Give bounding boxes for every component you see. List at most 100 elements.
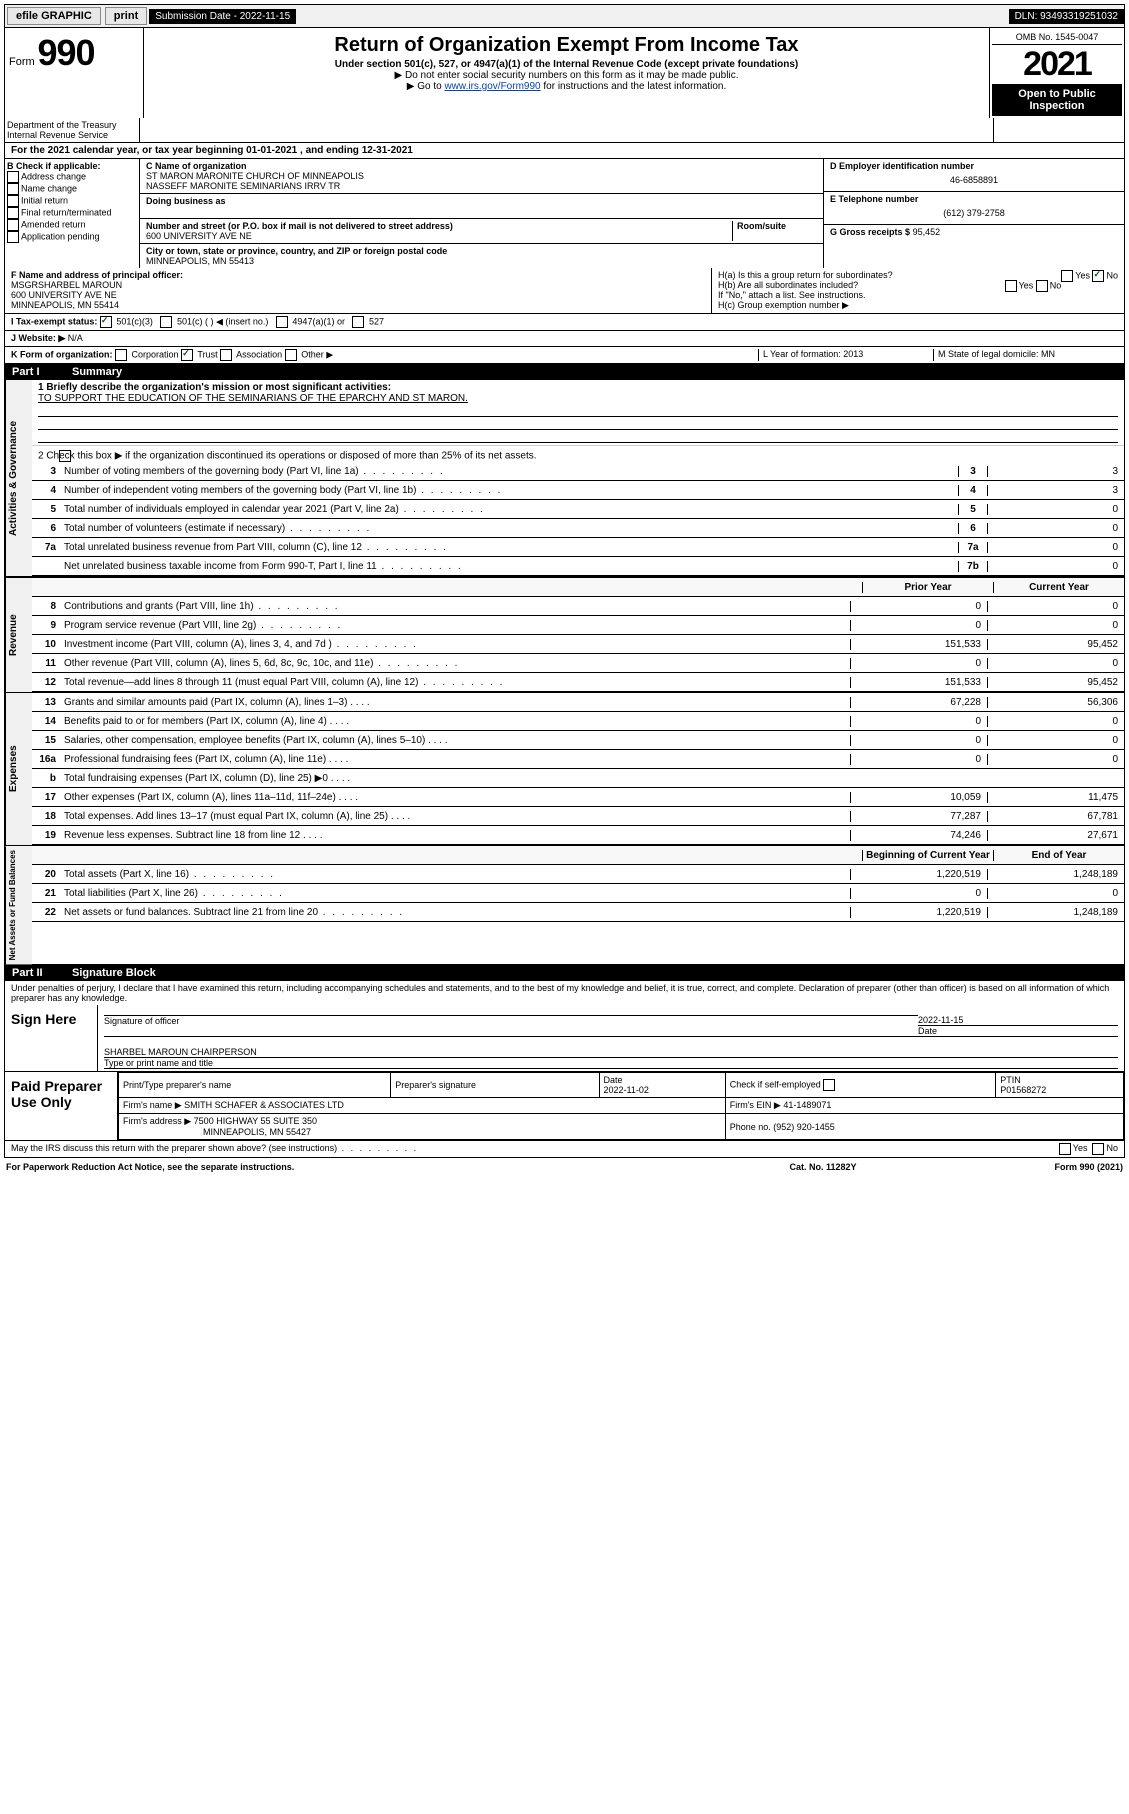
- summary-line: 19Revenue less expenses. Subtract line 1…: [32, 826, 1124, 845]
- summary-line: 14Benefits paid to or for members (Part …: [32, 712, 1124, 731]
- vlabel-revenue: Revenue: [5, 578, 32, 692]
- check-trust[interactable]: [181, 349, 193, 361]
- firm-ein: 41-1489071: [783, 1100, 831, 1110]
- check-self-employed[interactable]: [823, 1079, 835, 1091]
- summary-line: 9Program service revenue (Part VIII, lin…: [32, 616, 1124, 635]
- ptin-value: P01568272: [1000, 1085, 1046, 1095]
- summary-line: bTotal fundraising expenses (Part IX, co…: [32, 769, 1124, 788]
- check-corp[interactable]: [115, 349, 127, 361]
- hb-yes[interactable]: [1005, 280, 1017, 292]
- check-assoc[interactable]: [220, 349, 232, 361]
- top-bar: efile GRAPHIC print Submission Date - 20…: [4, 4, 1125, 28]
- dept-treasury: Department of the Treasury Internal Reve…: [5, 118, 140, 142]
- efile-label: efile GRAPHIC: [7, 7, 101, 25]
- form-title: Return of Organization Exempt From Incom…: [152, 34, 981, 57]
- part1-title: Summary: [72, 366, 122, 378]
- form-number-box: Form 990: [5, 28, 144, 118]
- dln-label: DLN: 93493319251032: [1009, 9, 1124, 24]
- section-d: D Employer identification number 46-6858…: [824, 159, 1124, 268]
- ha-no[interactable]: [1092, 270, 1104, 282]
- summary-line: 10Investment income (Part VIII, column (…: [32, 635, 1124, 654]
- ein-value: 46-6858891: [830, 171, 1118, 189]
- summary-line: 22Net assets or fund balances. Subtract …: [32, 903, 1124, 922]
- org-name-1: ST MARON MARONITE CHURCH OF MINNEAPOLIS: [146, 171, 817, 181]
- summary-line: 6Total number of volunteers (estimate if…: [32, 519, 1124, 538]
- firm-phone: (952) 920-1455: [773, 1122, 835, 1132]
- officer-city: MINNEAPOLIS, MN 55414: [11, 300, 705, 310]
- cat-no: Cat. No. 11282Y: [723, 1162, 923, 1172]
- form-number: 990: [37, 32, 94, 73]
- officer-addr: 600 UNIVERSITY AVE NE: [11, 290, 705, 300]
- part2-header: Part II Signature Block: [4, 965, 1125, 981]
- check-4947[interactable]: [276, 316, 288, 328]
- line-2: 2 Check this box ▶ if the organization d…: [38, 451, 537, 462]
- summary-line: 4Number of independent voting members of…: [32, 481, 1124, 500]
- summary-line: 13Grants and similar amounts paid (Part …: [32, 693, 1124, 712]
- tax-status-label: I Tax-exempt status:: [11, 316, 97, 326]
- ha-label: H(a) Is this a group return for subordin…: [718, 270, 893, 280]
- firm-addr: 7500 HIGHWAY 55 SUITE 350: [194, 1116, 317, 1126]
- firm-city: MINNEAPOLIS, MN 55427: [123, 1127, 311, 1137]
- form-org-label: K Form of organization:: [11, 349, 113, 359]
- addr-label: Number and street (or P.O. box if mail i…: [146, 221, 732, 231]
- check-initial-return[interactable]: [7, 195, 19, 207]
- hb-label: H(b) Are all subordinates included?: [718, 280, 858, 290]
- ha-yes[interactable]: [1061, 270, 1073, 282]
- city-value: MINNEAPOLIS, MN 55413: [146, 256, 817, 266]
- discuss-yes[interactable]: [1059, 1143, 1071, 1155]
- discuss-row: May the IRS discuss this return with the…: [4, 1141, 1125, 1158]
- website-value: N/A: [68, 333, 83, 343]
- col-begin: Beginning of Current Year: [862, 850, 993, 861]
- discuss-no[interactable]: [1092, 1143, 1104, 1155]
- dba-label: Doing business as: [146, 196, 817, 206]
- vlabel-governance: Activities & Governance: [5, 380, 32, 576]
- summary-line: 11Other revenue (Part VIII, column (A), …: [32, 654, 1124, 673]
- mission-text: TO SUPPORT THE EDUCATION OF THE SEMINARI…: [38, 393, 1118, 404]
- form-label: Form: [9, 56, 35, 68]
- org-name-2: NASSEFF MARONITE SEMINARIANS IRRV TR: [146, 181, 817, 191]
- print-button[interactable]: print: [105, 7, 147, 25]
- summary-line: 20Total assets (Part X, line 16)1,220,51…: [32, 865, 1124, 884]
- info-grid: B Check if applicable: Address change Na…: [4, 159, 1125, 268]
- prep-self-emp: Check if self-employed: [730, 1080, 821, 1090]
- check-address-change[interactable]: [7, 171, 19, 183]
- ein-label: D Employer identification number: [830, 161, 1118, 171]
- check-name-change[interactable]: [7, 183, 19, 195]
- summary-line: 5Total number of individuals employed in…: [32, 500, 1124, 519]
- sig-name: SHARBEL MAROUN CHAIRPERSON: [104, 1047, 1118, 1057]
- part2-num: Part II: [12, 967, 72, 979]
- check-final-return[interactable]: [7, 207, 19, 219]
- hb-no[interactable]: [1036, 280, 1048, 292]
- room-label: Room/suite: [737, 221, 817, 231]
- summary-line: 8Contributions and grants (Part VIII, li…: [32, 597, 1124, 616]
- gross-value: 95,452: [913, 227, 941, 237]
- check-discontinued[interactable]: [59, 450, 71, 462]
- tax-year: 2021: [992, 45, 1122, 84]
- section-b: B Check if applicable: Address change Na…: [5, 159, 140, 268]
- footer: For Paperwork Reduction Act Notice, see …: [4, 1158, 1125, 1176]
- firm-name-label: Firm's name ▶: [123, 1100, 182, 1110]
- org-name-label: C Name of organization: [146, 161, 817, 171]
- paid-preparer: Paid Preparer Use Only Print/Type prepar…: [4, 1072, 1125, 1141]
- paid-label: Paid Preparer Use Only: [5, 1072, 118, 1140]
- check-527[interactable]: [352, 316, 364, 328]
- officer-label: F Name and address of principal officer:: [11, 270, 705, 280]
- check-amended[interactable]: [7, 219, 19, 231]
- check-app-pending[interactable]: [7, 231, 19, 243]
- website-label: J Website: ▶: [11, 333, 65, 343]
- open-public: Open to Public Inspection: [992, 84, 1122, 116]
- gross-label: G Gross receipts $: [830, 227, 910, 237]
- check-501c3[interactable]: [100, 316, 112, 328]
- summary-line: 3Number of voting members of the governi…: [32, 462, 1124, 481]
- firm-phone-label: Phone no.: [730, 1122, 771, 1132]
- omb-number: OMB No. 1545-0047: [992, 30, 1122, 45]
- prep-sig-hdr: Preparer's signature: [391, 1073, 599, 1098]
- check-501c[interactable]: [160, 316, 172, 328]
- section-j: J Website: ▶ N/A: [4, 331, 1125, 347]
- summary-section: Activities & Governance 1 Briefly descri…: [4, 380, 1125, 965]
- irs-link[interactable]: www.irs.gov/Form990: [444, 81, 540, 92]
- officer-name: MSGRSHARBEL MAROUN: [11, 280, 705, 290]
- check-other[interactable]: [285, 349, 297, 361]
- city-label: City or town, state or province, country…: [146, 246, 817, 256]
- prep-date-hdr: Date: [604, 1075, 623, 1085]
